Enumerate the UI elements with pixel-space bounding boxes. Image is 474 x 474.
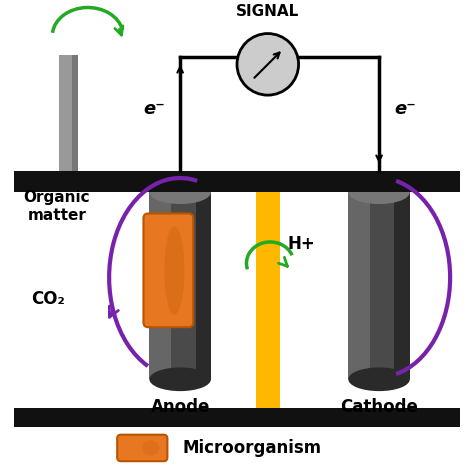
Text: Cathode: Cathode: [340, 398, 418, 416]
Text: e⁻: e⁻: [143, 100, 165, 118]
Polygon shape: [370, 192, 394, 379]
Text: Anode: Anode: [150, 398, 210, 416]
Bar: [14, 408, 460, 427]
Bar: [59, 55, 78, 173]
Ellipse shape: [348, 367, 410, 391]
Ellipse shape: [348, 181, 410, 204]
Bar: [14, 171, 460, 192]
Polygon shape: [394, 192, 410, 379]
Text: H+: H+: [287, 235, 315, 253]
Ellipse shape: [142, 440, 159, 456]
Text: e⁻: e⁻: [394, 100, 416, 118]
Polygon shape: [196, 192, 211, 379]
Polygon shape: [348, 192, 370, 379]
FancyBboxPatch shape: [117, 435, 167, 461]
Ellipse shape: [149, 181, 211, 204]
Polygon shape: [171, 192, 196, 379]
Text: SIGNAL: SIGNAL: [236, 4, 300, 19]
FancyBboxPatch shape: [144, 213, 193, 327]
Text: Organic
matter: Organic matter: [24, 190, 91, 223]
Bar: [256, 190, 280, 410]
Ellipse shape: [149, 367, 211, 391]
Circle shape: [237, 34, 299, 95]
Bar: [72, 55, 78, 173]
Text: CO₂: CO₂: [31, 290, 64, 308]
Polygon shape: [149, 192, 171, 379]
Text: Microorganism: Microorganism: [182, 439, 322, 457]
Ellipse shape: [164, 226, 184, 315]
